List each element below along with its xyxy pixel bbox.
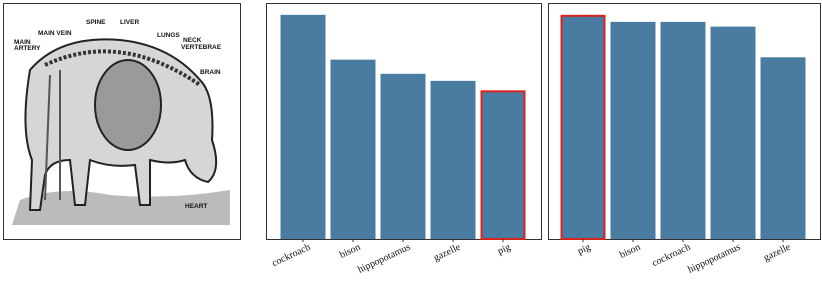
x-tick-label: gazelle	[762, 242, 793, 264]
image-label: SPINE	[86, 19, 106, 26]
ground	[12, 190, 230, 225]
x-tick-label: pig	[576, 242, 592, 257]
x-tick-label: gazelle	[432, 242, 463, 264]
x-tick-label: hippopotamus	[356, 242, 412, 276]
image-label: BRAIN	[200, 69, 221, 76]
x-tick-label: pig	[496, 242, 512, 257]
bar	[560, 14, 606, 240]
image-label: HEART	[185, 203, 207, 210]
x-tick-label: cockroach	[270, 242, 312, 269]
plot-frame	[266, 3, 542, 240]
plot-frame	[548, 3, 821, 240]
spine-shape	[44, 49, 202, 87]
image-label: LIVER	[120, 19, 139, 26]
bar	[610, 21, 656, 239]
anatomy-image: SPINE LIVER MAIN VEIN LUNGS MAIN ARTERY …	[3, 3, 241, 240]
image-label: NECK	[183, 37, 202, 44]
lungs-shape	[94, 59, 162, 151]
bar	[760, 57, 806, 239]
x-tick-label: hippopotamus	[686, 242, 742, 276]
bar	[330, 59, 376, 239]
bar	[280, 14, 326, 239]
image-label: ARTERY	[14, 45, 41, 52]
bar	[380, 73, 426, 239]
x-tick-label: bison	[338, 242, 362, 261]
image-label: MAIN VEIN	[38, 30, 72, 37]
bar	[480, 90, 526, 240]
vessels	[44, 70, 61, 201]
bar	[660, 21, 706, 239]
image-label: LUNGS	[157, 32, 180, 39]
image-label: MAIN	[14, 39, 31, 46]
bar	[710, 26, 756, 239]
image-label: VERTEBRAE	[181, 44, 222, 51]
x-tick-label: bison	[618, 242, 642, 261]
bar	[430, 80, 476, 239]
